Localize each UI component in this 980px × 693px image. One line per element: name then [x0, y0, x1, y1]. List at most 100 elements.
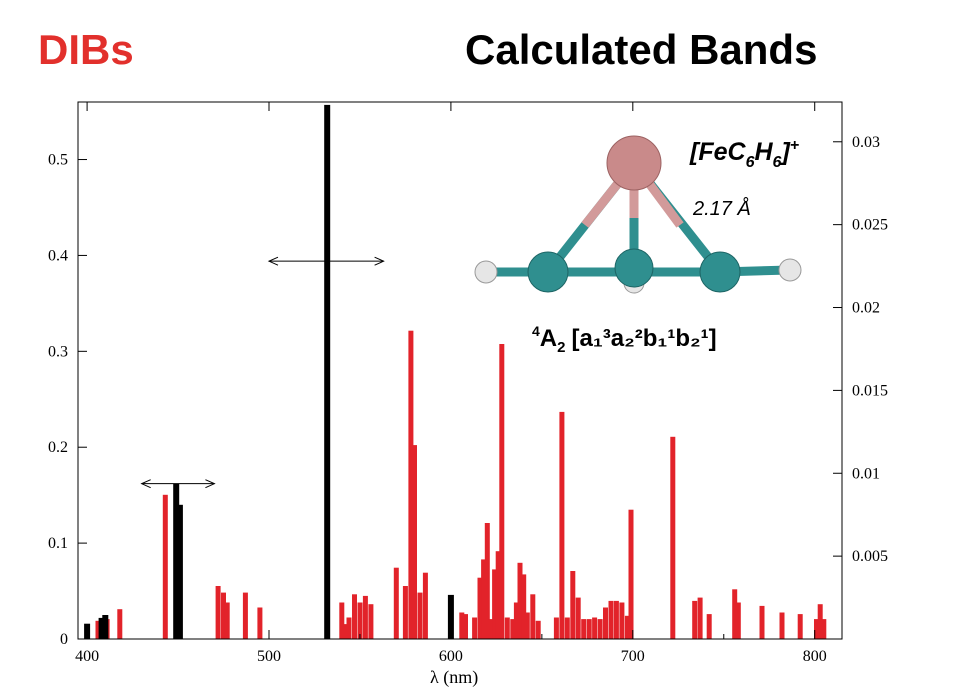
bar-red-51: [597, 619, 603, 639]
bar-red-60: [697, 597, 703, 639]
bar-black-6: [447, 594, 454, 639]
bar-red-36: [510, 619, 516, 639]
bar-black-3: [173, 483, 180, 639]
y-left-tick-label: 0.5: [48, 152, 68, 169]
hydrogen-atom-left: [474, 260, 498, 284]
bar-red-19: [402, 586, 408, 639]
bar-red-39: [521, 574, 527, 639]
arrow-head-left-1: [267, 256, 279, 266]
molecule-diagram: [FeC6H6]+ 2.17 Å 4A2 [a₁³a₂²b₁¹b₂¹]: [474, 135, 802, 356]
x-tick-label: 600: [439, 648, 463, 665]
y-left-tick-label: 0.4: [48, 247, 68, 264]
bar-red-64: [759, 605, 765, 639]
arrow-head-left-0: [140, 479, 151, 489]
hydrogen-atom-right: [778, 258, 802, 282]
bar-red-63: [735, 602, 741, 639]
bar-red-16: [362, 595, 368, 639]
y-right-tick-label: 0.02: [852, 300, 880, 317]
x-axis-label: λ (nm): [430, 667, 478, 688]
red-bar-series: [95, 330, 827, 640]
bar-red-44: [559, 411, 565, 639]
bar-red-41: [530, 594, 536, 640]
bar-red-18: [393, 567, 399, 639]
bar-red-22: [417, 592, 423, 639]
bar-red-35: [504, 617, 510, 639]
bar-red-26: [463, 614, 468, 639]
y-left-tick-label: 0.2: [48, 439, 68, 456]
bar-red-21: [412, 445, 417, 639]
bar-red-47: [575, 597, 581, 639]
bond-length-label: 2.17 Å: [692, 197, 751, 220]
bar-red-49: [586, 619, 592, 639]
molecule-formula: [FeC6H6]+: [689, 137, 799, 171]
x-tick-label: 700: [621, 648, 645, 665]
bar-red-15: [357, 602, 363, 639]
bar-red-45: [564, 617, 570, 639]
bar-red-29: [481, 559, 487, 639]
black-bar-series: [84, 104, 454, 640]
y-left-tick-label: 0: [60, 631, 68, 648]
bar-red-67: [814, 619, 819, 639]
carbon-atom-left: [527, 251, 569, 293]
bar-red-38: [517, 562, 523, 639]
bar-red-34: [499, 344, 505, 639]
plot-frame: [77, 101, 843, 640]
bar-red-23: [422, 572, 428, 639]
bar-red-0: [95, 620, 101, 639]
bar-red-9: [242, 592, 248, 639]
y-right-tick-label: 0.03: [852, 134, 880, 151]
bar-red-31: [488, 619, 494, 639]
bar-red-12: [342, 624, 348, 639]
direction-arrows: [140, 256, 385, 489]
bar-red-52: [603, 607, 608, 639]
bar-black-4: [176, 504, 183, 640]
bar-red-53: [608, 600, 614, 639]
arrow-head-right-1: [374, 256, 385, 266]
bar-red-62: [732, 589, 738, 639]
bar-red-68: [817, 604, 823, 639]
bar-red-43: [553, 617, 559, 639]
carbon-atom-center: [614, 248, 654, 288]
bar-red-6: [215, 586, 221, 639]
bar-red-50: [592, 617, 598, 639]
bar-red-14: [352, 594, 357, 640]
bar-red-58: [670, 436, 676, 639]
y-right-tick-label: 0.025: [852, 217, 888, 234]
bar-red-66: [797, 614, 803, 639]
y-right-tick-label: 0.015: [852, 382, 888, 399]
bar-red-46: [570, 571, 576, 639]
bar-red-4: [162, 494, 168, 639]
bar-red-42: [535, 620, 541, 639]
bar-red-13: [346, 617, 352, 639]
bar-red-10: [257, 607, 263, 639]
bar-red-17: [368, 604, 374, 639]
bar-red-32: [492, 569, 498, 639]
bar-red-7: [221, 592, 226, 639]
electronic-state-label: 4A2 [a₁³a₂²b₁¹b₂¹]: [532, 323, 717, 356]
bar-red-54: [613, 600, 619, 639]
iron-atom: [606, 135, 662, 191]
bar-black-1: [98, 617, 105, 639]
bar-red-30: [484, 523, 490, 639]
axis-ticks: 400 500 600 700 800 0 0.1 0.2 0.3 0.4 0.5 0.005 0.01…: [48, 102, 888, 665]
y-left-tick-label: 0.1: [48, 535, 68, 552]
dibs-title: DIBs: [38, 26, 134, 73]
bar-red-33: [495, 551, 501, 639]
bar-red-8: [224, 602, 230, 639]
bar-red-28: [477, 577, 483, 639]
calculated-bands-title: Calculated Bands: [465, 26, 818, 73]
bar-red-37: [513, 602, 519, 639]
y-right-tick-label: 0.005: [852, 548, 888, 565]
bar-red-27: [472, 617, 478, 639]
bar-red-3: [117, 609, 123, 639]
arrow-head-right-0: [205, 479, 216, 489]
carbon-atom-right: [699, 251, 741, 293]
bar-red-20: [408, 330, 414, 639]
bar-red-65: [779, 612, 785, 639]
x-tick-label: 400: [75, 648, 99, 665]
bar-red-55: [619, 602, 625, 639]
bar-red-69: [821, 619, 827, 639]
bar-red-40: [524, 612, 530, 639]
bar-red-11: [339, 602, 345, 639]
